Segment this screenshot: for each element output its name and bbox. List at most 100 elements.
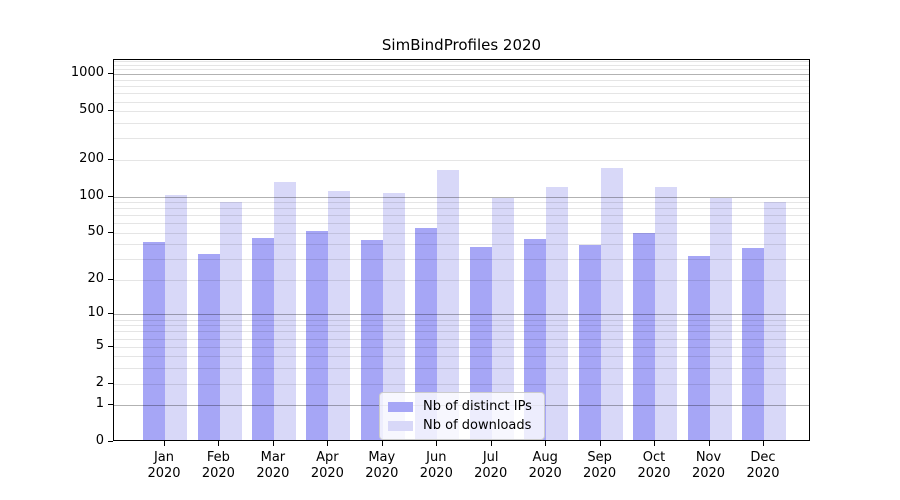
y-axis-tick [108, 231, 113, 233]
x-axis-tick [272, 441, 274, 446]
x-tick-year: 2020 [583, 466, 617, 481]
minor-gridline [114, 232, 809, 234]
x-tick-year: 2020 [691, 466, 726, 481]
x-tick-label: Mar 2020 [243, 450, 303, 482]
y-axis-tick [108, 345, 113, 347]
x-tick-month: Aug [532, 450, 558, 465]
minor-gridline [114, 325, 809, 327]
bar-distinct-ips [143, 242, 165, 440]
x-axis-tick [164, 441, 165, 446]
x-tick-label: Feb 2020 [188, 450, 248, 482]
bar-downloads [546, 186, 569, 440]
x-axis-tick [708, 441, 710, 446]
x-tick-year: 2020 [746, 466, 780, 481]
legend-item: Nb of downloads [388, 418, 532, 433]
bar-downloads [709, 197, 732, 440]
x-tick-month: Sep [587, 450, 612, 465]
legend-swatch [388, 420, 413, 431]
minor-gridline [114, 101, 809, 103]
x-tick-year: 2020 [256, 466, 290, 481]
x-axis-tick [436, 441, 438, 446]
x-tick-year: 2020 [365, 466, 399, 481]
legend-swatch [388, 401, 413, 412]
y-tick-label: 100 [79, 187, 104, 203]
x-tick-label: Nov 2020 [679, 450, 739, 482]
bar-downloads [328, 190, 351, 440]
y-tick-label: 500 [79, 102, 104, 118]
x-tick-label: Apr 2020 [297, 450, 357, 482]
x-axis-tick [599, 441, 601, 446]
y-axis-tick [108, 110, 113, 112]
legend: Nb of distinct IPs Nb of downloads [379, 392, 545, 440]
minor-gridline [114, 69, 809, 71]
x-tick-month: Jun [426, 450, 447, 465]
bar-downloads [600, 167, 623, 440]
legend-label: Nb of downloads [423, 418, 532, 433]
x-tick-month: Dec [750, 450, 776, 465]
minor-gridline [114, 93, 809, 95]
x-tick-label: Sep 2020 [570, 450, 630, 482]
minor-gridline [114, 60, 809, 62]
y-tick-label: 20 [87, 271, 104, 286]
bar-distinct-ips [687, 255, 710, 440]
y-tick-label: 10 [87, 305, 104, 321]
y-tick-label: 5 [95, 337, 104, 353]
bar-downloads [491, 198, 514, 440]
x-axis-tick [763, 441, 764, 446]
y-tick-label: 1 [95, 396, 104, 412]
minor-gridline [114, 64, 809, 66]
bar-distinct-ips [633, 233, 655, 440]
legend-label: Nb of distinct IPs [423, 399, 532, 414]
minor-gridline [114, 111, 809, 113]
y-axis-tick [108, 404, 113, 406]
x-axis-tick [327, 441, 329, 446]
y-tick-label: 2 [95, 374, 104, 390]
x-tick-month: Oct [642, 450, 666, 465]
x-tick-year: 2020 [637, 466, 671, 481]
bar-distinct-ips [578, 245, 601, 440]
y-axis-tick [108, 195, 113, 197]
y-axis-tick [108, 73, 113, 75]
bar-downloads [165, 194, 187, 440]
x-tick-label: May 2020 [352, 450, 412, 482]
bar-distinct-ips [415, 227, 438, 440]
y-tick-label: 200 [79, 150, 104, 166]
x-tick-label: Oct 2020 [624, 450, 684, 482]
minor-gridline [114, 280, 809, 281]
bar-distinct-ips [197, 254, 220, 440]
minor-gridline [114, 202, 809, 203]
y-axis-tick [108, 382, 113, 384]
y-axis-tick [108, 313, 113, 315]
minor-gridline [114, 208, 809, 210]
minor-gridline [114, 259, 809, 261]
minor-gridline [114, 138, 809, 140]
x-tick-month: Jan [153, 450, 175, 465]
x-tick-month: Feb [206, 450, 230, 465]
minor-gridline [114, 356, 809, 358]
bar-distinct-ips [742, 247, 764, 440]
bar-distinct-ips [524, 238, 547, 440]
x-tick-year: 2020 [310, 466, 344, 481]
minor-gridline [114, 368, 809, 370]
x-tick-label: Jan 2020 [134, 450, 194, 482]
x-tick-year: 2020 [419, 466, 453, 481]
minor-gridline [114, 80, 809, 81]
x-tick-month: Nov [695, 450, 722, 465]
x-axis-tick [490, 441, 492, 446]
x-tick-label: Dec 2020 [733, 450, 793, 482]
x-tick-label: Jun 2020 [406, 450, 466, 482]
minor-gridline [114, 123, 809, 125]
x-tick-month: Jul [482, 450, 499, 465]
bar-downloads [273, 181, 296, 440]
minor-gridline [114, 223, 809, 225]
legend-item: Nb of distinct IPs [388, 399, 532, 414]
minor-gridline [114, 346, 809, 348]
x-axis-tick [381, 441, 383, 446]
x-tick-month: Mar [260, 450, 286, 465]
major-gridline [114, 196, 809, 198]
x-tick-month: May [368, 450, 396, 465]
x-tick-year: 2020 [474, 466, 508, 481]
minor-gridline [114, 338, 809, 340]
major-gridline [114, 314, 809, 316]
